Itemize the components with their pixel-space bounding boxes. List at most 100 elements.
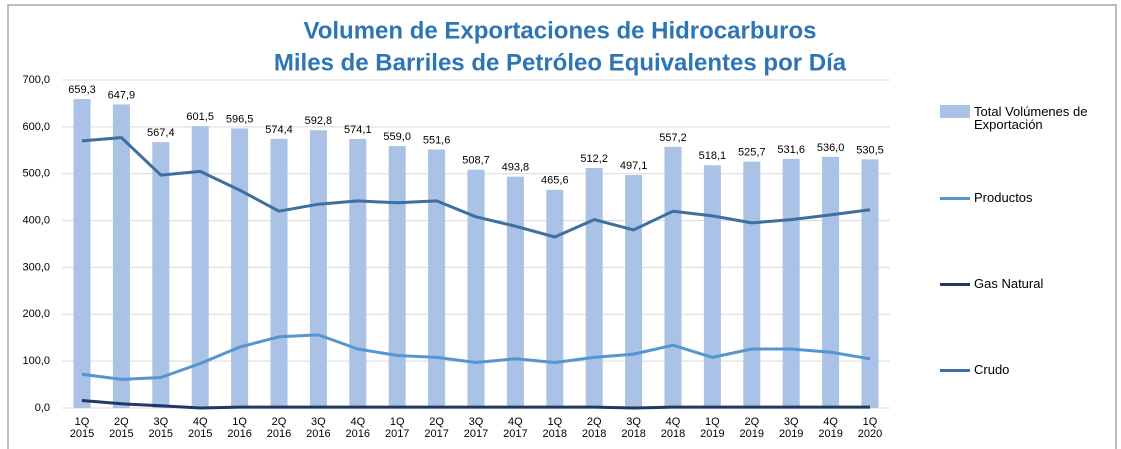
x-tick-label: 2017 [503, 428, 527, 440]
x-tick-label: 2Q [114, 416, 129, 428]
bar [467, 169, 485, 408]
data-label: 551,6 [423, 134, 451, 146]
frame [7, 4, 1117, 449]
line-series [81, 399, 870, 410]
bar [152, 142, 170, 408]
data-label: 497,1 [620, 160, 648, 172]
x-tick-label: 2020 [858, 428, 882, 440]
y-tick-label: 600,0 [22, 121, 50, 133]
data-label: 536,0 [817, 142, 845, 154]
x-tick-label: 2016 [267, 428, 291, 440]
bar [822, 156, 840, 408]
x-tick-label: 2Q [272, 416, 287, 428]
legend-swatch [940, 369, 970, 372]
legend-swatch [940, 105, 970, 118]
bar [309, 130, 327, 409]
bar [664, 146, 682, 409]
x-tick-label: 2019 [818, 428, 842, 440]
legend-item: Total Volúmenes de Exportación [940, 105, 1121, 131]
bar [585, 167, 603, 408]
x-tick-label: 4Q [823, 416, 838, 428]
bar [506, 176, 524, 408]
data-label: 525,7 [738, 147, 766, 159]
x-tick-label: 2015 [188, 428, 212, 440]
x-tick-label: 2018 [661, 428, 685, 440]
data-label: 574,4 [265, 124, 293, 136]
x-tick-label: 2Q [744, 416, 759, 428]
x-tick-label: 1Q [390, 416, 405, 428]
line-series [81, 333, 871, 381]
data-label: 596,5 [226, 113, 254, 125]
data-label: 518,1 [699, 150, 727, 162]
bar [782, 158, 800, 408]
bar [270, 138, 288, 408]
x-tick-label: 2019 [779, 428, 803, 440]
data-label: 574,1 [344, 124, 372, 136]
chart-title: Volumen de Exportaciones de Hidrocarburo… [304, 17, 817, 44]
x-tick-label: 4Q [666, 416, 681, 428]
x-tick-label: 4Q [508, 416, 523, 428]
x-tick-label: 2017 [385, 428, 409, 440]
bar [388, 146, 406, 408]
bar [861, 159, 879, 408]
x-tick-label: 2018 [621, 428, 645, 440]
bar [703, 165, 721, 408]
y-tick-label: 0,0 [35, 402, 50, 414]
x-tick-label: 3Q [626, 416, 641, 428]
bar [349, 138, 367, 408]
data-label: 531,6 [777, 144, 805, 156]
data-label: 647,9 [108, 89, 136, 101]
x-tick-label: 2019 [740, 428, 764, 440]
data-label: 508,7 [462, 155, 490, 167]
x-tick-label: 2016 [227, 428, 251, 440]
x-tick-label: 4Q [350, 416, 365, 428]
y-tick-label: 400,0 [22, 214, 50, 226]
data-label: 493,8 [502, 162, 530, 174]
bar [546, 189, 564, 408]
x-tick-label: 2017 [424, 428, 448, 440]
x-tick-label: 2018 [543, 428, 567, 440]
legend-item: Gas Natural [940, 277, 1121, 290]
bar [112, 104, 130, 409]
x-tick-label: 2Q [429, 416, 444, 428]
x-tick-label: 3Q [153, 416, 168, 428]
data-label: 530,5 [856, 144, 884, 156]
x-tick-label: 1Q [547, 416, 562, 428]
data-label: 559,0 [383, 131, 411, 143]
y-tick-label: 300,0 [22, 261, 50, 273]
x-tick-label: 2017 [464, 428, 488, 440]
data-label: 557,2 [659, 132, 687, 144]
bar [428, 149, 446, 408]
legend-swatch [940, 197, 970, 200]
x-tick-label: 2015 [109, 428, 133, 440]
bar [231, 128, 249, 409]
data-label: 567,4 [147, 127, 175, 139]
legend-swatch [940, 283, 970, 286]
data-label: 512,2 [580, 153, 608, 165]
x-tick-label: 2015 [70, 428, 94, 440]
y-tick-label: 200,0 [22, 308, 50, 320]
chart-subtitle: Miles de Barriles de Petróleo Equivalent… [274, 49, 847, 76]
legend-item: Crudo [940, 363, 1121, 376]
legend-label: Crudo [974, 362, 1010, 377]
x-tick-label: 1Q [863, 416, 878, 428]
y-tick-label: 500,0 [22, 168, 50, 180]
bar [625, 175, 643, 408]
x-tick-label: 1Q [232, 416, 247, 428]
x-tick-label: 2016 [346, 428, 370, 440]
legend-label: Total Volúmenes de Exportación [974, 104, 1088, 132]
x-tick-label: 3Q [469, 416, 484, 428]
data-label: 601,5 [186, 111, 214, 123]
x-tick-label: 1Q [705, 416, 720, 428]
x-tick-label: 2Q [587, 416, 602, 428]
y-tick-label: 700,0 [22, 74, 50, 86]
x-tick-label: 2018 [582, 428, 606, 440]
data-label: 659,3 [68, 84, 96, 96]
legend-label: Productos [974, 190, 1033, 205]
bar [191, 126, 209, 408]
x-tick-label: 4Q [193, 416, 208, 428]
x-tick-label: 3Q [784, 416, 799, 428]
bar [743, 161, 761, 408]
